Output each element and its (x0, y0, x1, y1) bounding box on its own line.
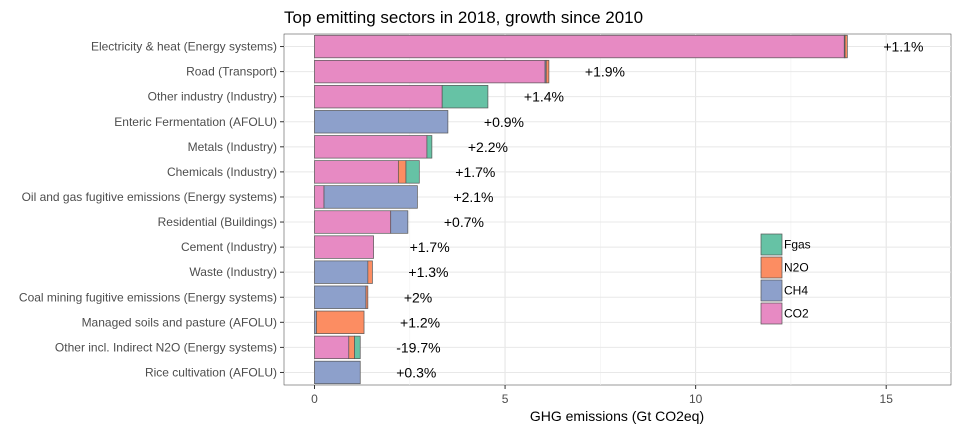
category-label: Waste (Industry) (189, 265, 277, 279)
category-label: Other industry (Industry) (148, 90, 277, 104)
bar-segment-n2o (367, 260, 373, 284)
bar-segment-fgas (441, 85, 489, 109)
category-label: Road (Transport) (186, 65, 277, 79)
category-label: Residential (Buildings) (158, 215, 277, 229)
legend-key-ch4 (760, 279, 783, 302)
bar-segment-co2 (314, 335, 350, 360)
growth-label: +1.4% (524, 89, 564, 105)
bar-segment-fgas (405, 160, 420, 184)
growth-label: +1.2% (400, 314, 440, 330)
x-axis: 0 5 10 15 (280, 46, 894, 406)
category-label: Enteric Fermentation (AFOLU) (114, 115, 277, 129)
chart-title: Top emitting sectors in 2018, growth sin… (284, 8, 643, 27)
bar-segment-n2o (545, 59, 550, 84)
x-axis-title: GHG emissions (Gt CO2eq) (530, 408, 704, 424)
bar-segment-n2o (397, 160, 407, 184)
legend: Fgas N2O CH4 CO2 (760, 233, 811, 325)
bar-segment-fgas (354, 335, 361, 360)
category-label: Rice cultivation (AFOLU) (145, 365, 277, 379)
category-label: Metals (Industry) (188, 140, 277, 154)
bar-segment-ch4 (314, 260, 369, 284)
bar-segment-co2 (314, 135, 428, 159)
bar-segment-n2o (348, 335, 355, 360)
legend-label: Fgas (784, 238, 811, 252)
legend-label: N2O (784, 261, 809, 275)
x-tick-label: 15 (880, 392, 894, 406)
bar-segment-co2 (314, 160, 399, 184)
growth-label: +1.7% (410, 239, 450, 255)
bar-segment-co2 (314, 85, 443, 109)
category-label: Electricity & heat (Energy systems) (91, 40, 277, 54)
growth-label: +2.2% (468, 139, 508, 155)
growth-label: +1.7% (455, 164, 495, 180)
legend-label: CH4 (784, 284, 808, 298)
bar-segment-co2 (314, 59, 546, 84)
category-label: Cement (Industry) (181, 240, 277, 254)
growth-label: -19.7% (396, 339, 440, 355)
legend-key-co2 (760, 302, 783, 325)
category-label: Managed soils and pasture (AFOLU) (82, 315, 277, 329)
growth-label: +2.1% (453, 189, 493, 205)
bar-segment-co2 (314, 185, 325, 209)
x-tick-label: 0 (311, 392, 318, 406)
bar-segment-co2 (314, 34, 845, 59)
growth-label: +0.9% (484, 114, 524, 130)
bar-segment-n2o (844, 34, 848, 59)
bar-segment-fgas (426, 135, 433, 159)
legend-key-fgas (760, 233, 783, 256)
growth-label: +1.3% (408, 264, 448, 280)
legend-label: CO2 (784, 307, 809, 321)
growth-label: +1.9% (585, 64, 625, 80)
x-tick-label: 10 (689, 392, 703, 406)
growth-label: +0.7% (444, 214, 484, 230)
category-label: Other incl. Indirect N2O (Energy systems… (55, 340, 277, 354)
growth-label: +2% (404, 289, 432, 305)
growth-labels: +1.1% +1.9% +1.4%+0.9% +2.2% +1.7% +2.1% +0.7%… (396, 39, 923, 381)
bar-segment-ch4 (390, 210, 409, 234)
category-label: Chemicals (Industry) (167, 165, 277, 179)
bar-segment-co2 (314, 235, 374, 259)
bar-segment-n2o (365, 285, 369, 309)
category-label: Coal mining fugitive emissions (Energy s… (19, 290, 277, 304)
bar-segment-co2 (314, 210, 392, 234)
bars (314, 34, 848, 385)
bar-segment-ch4 (314, 110, 449, 134)
x-tick-label: 5 (502, 392, 509, 406)
category-label: Oil and gas fugitive emissions (Energy s… (22, 190, 277, 204)
bar-segment-ch4 (323, 185, 418, 209)
bar-segment-ch4 (314, 360, 361, 385)
category-labels: Electricity & heat (Energy systems) Road … (19, 40, 277, 380)
growth-label: +1.1% (883, 39, 923, 55)
bar-segment-n2o (316, 310, 365, 334)
legend-key-n2o (760, 256, 783, 279)
bar-segment-ch4 (314, 285, 367, 309)
growth-label: +0.3% (396, 364, 436, 380)
